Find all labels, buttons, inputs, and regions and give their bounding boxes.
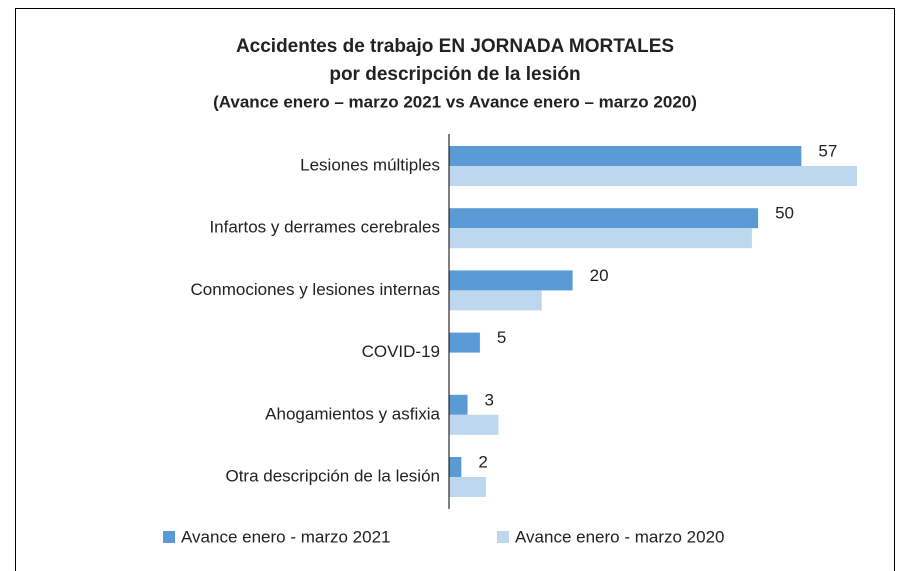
chart-title: Accidentes de trabajo EN JORNADA MORTALE… xyxy=(236,36,674,57)
category-label: Ahogamientos y asfixia xyxy=(265,404,440,423)
chart-subtitle: (Avance enero – marzo 2021 vs Avance ene… xyxy=(213,92,697,111)
category-label: Otra descripción de la lesión xyxy=(225,466,440,485)
bar xyxy=(449,166,857,186)
category-label: Lesiones múltiples xyxy=(300,155,440,174)
chart-title: por descripción de la lesión xyxy=(329,64,580,85)
bar xyxy=(449,332,480,353)
category-label: Conmociones y lesiones internas xyxy=(191,280,440,299)
legend-swatch xyxy=(163,531,175,543)
bar xyxy=(449,414,499,435)
legend-label: Avance enero - marzo 2021 xyxy=(181,527,390,546)
bar xyxy=(449,146,802,166)
legend-label: Avance enero - marzo 2020 xyxy=(515,527,724,546)
data-label: 3 xyxy=(485,390,494,409)
data-label: 50 xyxy=(775,204,794,223)
bar xyxy=(449,228,752,249)
legend-swatch xyxy=(497,531,509,543)
bar xyxy=(449,270,573,291)
category-label: Infartos y derrames cerebrales xyxy=(209,218,440,237)
bar xyxy=(449,290,542,311)
bar xyxy=(449,477,487,497)
data-label: 2 xyxy=(478,452,487,471)
bar xyxy=(449,394,468,415)
data-label: 57 xyxy=(818,141,837,160)
bar xyxy=(449,208,759,229)
bar xyxy=(449,457,462,477)
category-label: COVID-19 xyxy=(362,342,440,361)
data-label: 20 xyxy=(590,266,609,285)
data-label: 5 xyxy=(497,328,506,347)
